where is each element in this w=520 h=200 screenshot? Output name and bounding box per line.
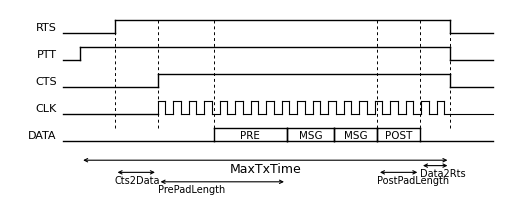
Text: MaxTxTime: MaxTxTime [229, 163, 301, 175]
Text: PTT: PTT [36, 49, 57, 59]
Text: POST: POST [385, 130, 412, 140]
Text: MSG: MSG [344, 130, 368, 140]
Text: Cts2Data: Cts2Data [115, 175, 160, 185]
Text: Data2Rts: Data2Rts [420, 168, 466, 178]
Text: MSG: MSG [298, 130, 322, 140]
Text: PrePadLength: PrePadLength [158, 184, 225, 194]
Text: DATA: DATA [28, 130, 57, 140]
Text: PostPadLength: PostPadLength [377, 175, 449, 185]
Text: CTS: CTS [35, 76, 57, 86]
Text: PRE: PRE [240, 130, 260, 140]
Text: CLK: CLK [35, 103, 57, 113]
Text: RTS: RTS [36, 23, 57, 32]
